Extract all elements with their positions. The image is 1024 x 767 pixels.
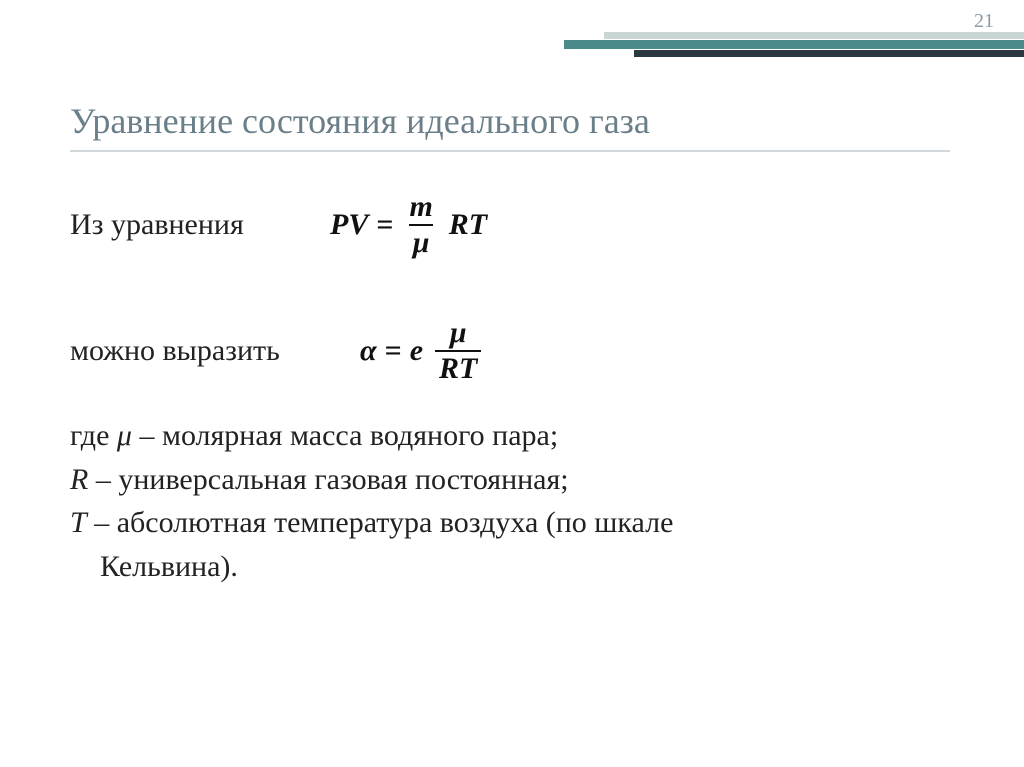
- def1-text: – молярная масса водяного пара;: [132, 419, 558, 452]
- decor-bar-teal: [564, 40, 1024, 49]
- def-line-2: R – универсальная газовая постоянная;: [70, 458, 964, 502]
- formula-2: α = e μ RT: [320, 318, 964, 384]
- lead-text-2: можно выразить: [70, 334, 320, 368]
- def4-text: Кельвина).: [100, 550, 238, 583]
- f1-den: μ: [409, 224, 434, 258]
- f2-num: μ: [446, 318, 471, 350]
- def3-var: T: [70, 506, 87, 539]
- lead-text-1: Из уравнения: [70, 208, 290, 242]
- def-line-1: где μ – молярная масса водяного пара;: [70, 414, 964, 458]
- slide-content: Уравнение состояния идеального газа Из у…: [0, 0, 1024, 628]
- f2-lhs: α: [360, 334, 377, 368]
- decor-bar-light: [604, 32, 1024, 39]
- def1-var: μ: [117, 419, 132, 452]
- def-line-4: Кельвина).: [70, 545, 964, 589]
- title-underline: [70, 150, 950, 152]
- decor-bar-dark: [634, 50, 1024, 57]
- f1-tail: RT: [449, 208, 487, 242]
- def1-prefix: где: [70, 419, 117, 452]
- header-decoration: [564, 32, 1024, 58]
- equation-row-2: можно выразить α = e μ RT: [70, 318, 964, 384]
- f2-den: RT: [435, 350, 481, 384]
- f2-mid: e: [410, 334, 423, 368]
- formula-1: PV = m μ RT: [290, 192, 964, 258]
- definitions-block: где μ – молярная масса водяного пара; R …: [70, 414, 964, 588]
- def2-var: R: [70, 463, 88, 496]
- page-number: 21: [974, 10, 994, 33]
- f1-fraction: m μ: [405, 192, 436, 258]
- f1-eq: =: [376, 208, 393, 242]
- f2-fraction: μ RT: [435, 318, 481, 384]
- def-line-3: T – абсолютная температура воздуха (по ш…: [70, 501, 964, 545]
- f1-num: m: [405, 192, 436, 224]
- equation-row-1: Из уравнения PV = m μ RT: [70, 192, 964, 258]
- def2-text: – универсальная газовая постоянная;: [88, 463, 568, 496]
- f1-lhs: PV: [330, 208, 368, 242]
- f2-eq: =: [385, 334, 402, 368]
- def3-text: – абсолютная температура воздуха (по шка…: [87, 506, 674, 539]
- slide-title: Уравнение состояния идеального газа: [70, 100, 964, 142]
